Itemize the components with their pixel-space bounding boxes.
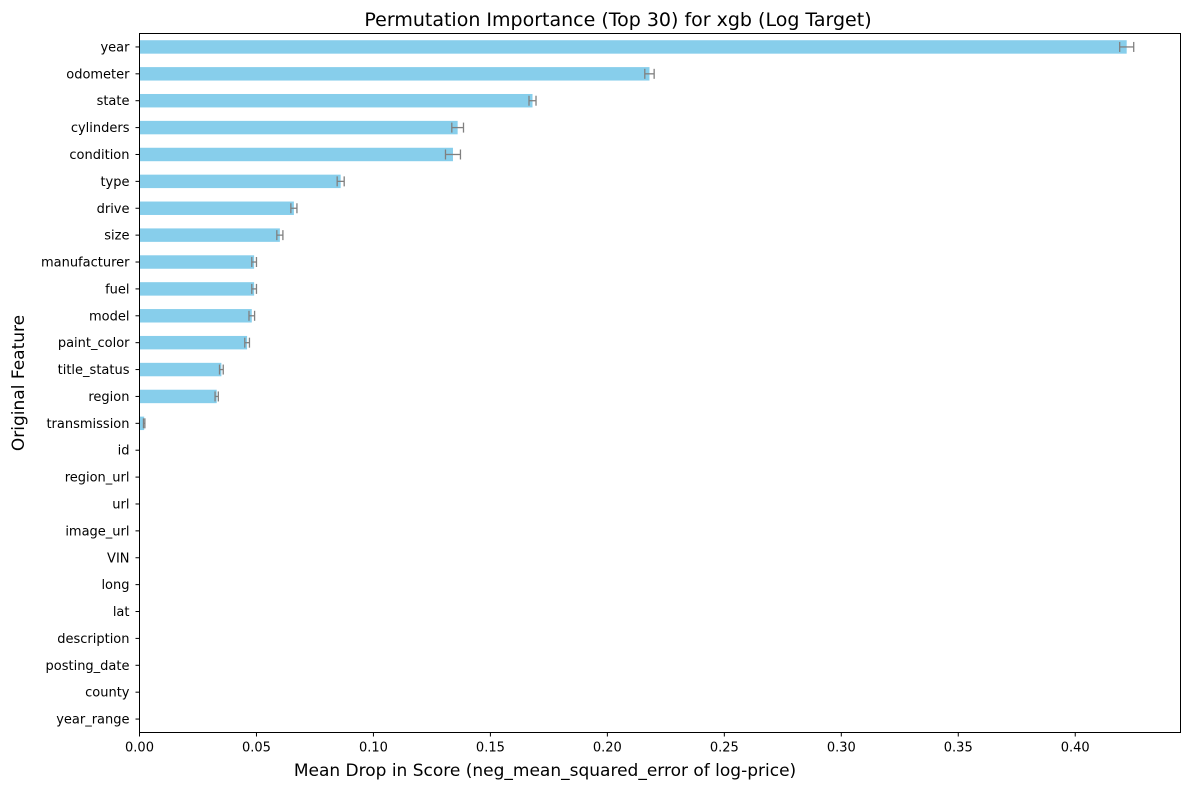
- bar-cylinders: [139, 120, 458, 135]
- y-tick-label-url: url: [112, 497, 129, 512]
- y-tick-label-state: state: [97, 94, 130, 109]
- y-tick-label-model: model: [89, 309, 129, 324]
- y-tick-label-county: county: [85, 686, 130, 701]
- x-tick-label-4: 0.20: [593, 741, 622, 756]
- y-tick-label-lat: lat: [113, 605, 130, 620]
- x-tick-label-5: 0.25: [710, 741, 739, 756]
- x-tick-label-8: 0.40: [1061, 741, 1090, 756]
- bar-odometer: [139, 67, 650, 81]
- y-tick-label-title-status: title_status: [58, 363, 130, 378]
- y-tick-label-description: description: [57, 632, 129, 647]
- plot-frame: [139, 33, 1181, 733]
- y-tick-label-year-range: year_range: [56, 713, 129, 728]
- bar-drive: [139, 201, 294, 215]
- x-tick-label-6: 0.30: [827, 741, 856, 756]
- errorbars-layer: [142, 41, 1135, 429]
- x-tick-label-7: 0.35: [944, 741, 973, 756]
- y-tick-label-region-url: region_url: [65, 471, 130, 486]
- y-tick-label-region: region: [88, 390, 129, 405]
- y-tick-label-condition: condition: [69, 148, 129, 163]
- y-tick-label-drive: drive: [97, 202, 130, 217]
- chart-title: Permutation Importance (Top 30) for xgb …: [364, 9, 871, 31]
- bar-model: [139, 309, 252, 323]
- bar-paint-color: [139, 335, 248, 350]
- bar-size: [139, 228, 280, 242]
- y-tick-label-transmission: transmission: [46, 417, 129, 432]
- bar-year: [139, 40, 1127, 54]
- bars-layer: [139, 40, 1127, 431]
- y-tick-label-paint-color: paint_color: [58, 336, 130, 351]
- bar-state: [139, 93, 533, 108]
- y-tick-label-id: id: [118, 444, 130, 459]
- y-tick-label-odometer: odometer: [66, 67, 130, 82]
- bar-fuel: [139, 282, 255, 296]
- y-tick-label-long: long: [101, 578, 129, 593]
- y-tick-label-type: type: [100, 175, 129, 190]
- y-tick-label-vin: VIN: [107, 551, 129, 566]
- y-tick-label-image-url: image_url: [65, 524, 129, 539]
- y-tick-label-posting-date: posting_date: [46, 659, 130, 674]
- x-tick-label-3: 0.15: [476, 741, 505, 756]
- y-tick-label-year: year: [100, 40, 130, 55]
- bar-condition: [139, 147, 453, 162]
- x-axis-label: Mean Drop in Score (neg_mean_squared_err…: [294, 761, 796, 781]
- x-tick-label-1: 0.05: [242, 741, 271, 756]
- x-tick-label-0: 0.00: [125, 741, 154, 756]
- x-ticks: 0.00 0.05 0.10 0.15 0.20 0.25 0.30 0.35 0.40: [125, 732, 1090, 756]
- bar-type: [139, 174, 341, 189]
- y-tick-label-fuel: fuel: [105, 282, 129, 297]
- y-ticks: year odometer state cylinders condition type d…: [41, 40, 140, 728]
- y-tick-label-cylinders: cylinders: [71, 121, 130, 136]
- y-tick-label-size: size: [104, 229, 129, 244]
- bar-title-status: [139, 362, 222, 377]
- bar-transmission: [139, 416, 145, 431]
- y-axis-label: Original Feature: [9, 315, 29, 451]
- bar-manufacturer: [139, 255, 255, 269]
- x-tick-label-2: 0.10: [359, 741, 388, 756]
- y-tick-label-manufacturer: manufacturer: [41, 256, 130, 271]
- bar-region: [139, 389, 217, 404]
